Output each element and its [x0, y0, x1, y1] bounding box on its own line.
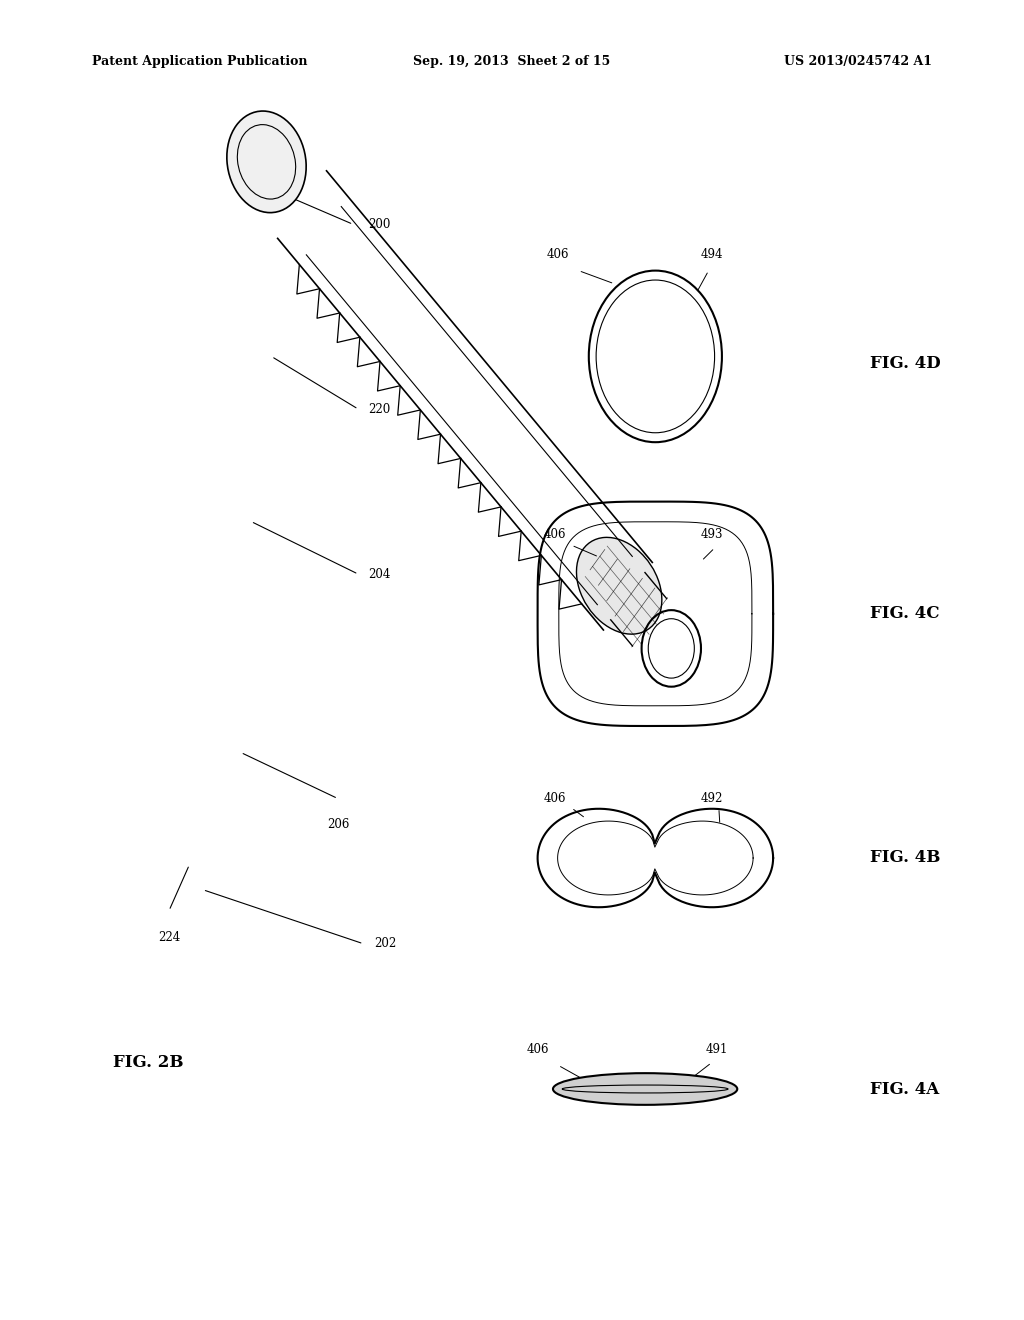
Text: US 2013/0245742 A1: US 2013/0245742 A1 — [783, 55, 932, 69]
Text: FIG. 4A: FIG. 4A — [870, 1081, 940, 1097]
Text: 492: 492 — [700, 792, 723, 805]
Text: FIG. 4B: FIG. 4B — [870, 850, 941, 866]
Text: 491: 491 — [706, 1043, 728, 1056]
Text: 406: 406 — [544, 792, 566, 805]
Text: 406: 406 — [544, 528, 566, 541]
Text: 493: 493 — [700, 528, 723, 541]
Text: 494: 494 — [700, 248, 723, 261]
Ellipse shape — [227, 111, 306, 213]
Ellipse shape — [553, 1073, 737, 1105]
Text: 224: 224 — [158, 931, 180, 944]
Text: Patent Application Publication: Patent Application Publication — [92, 55, 307, 69]
Text: Sep. 19, 2013  Sheet 2 of 15: Sep. 19, 2013 Sheet 2 of 15 — [414, 55, 610, 69]
Text: 202: 202 — [374, 937, 396, 950]
Text: 206: 206 — [328, 818, 350, 832]
Text: 406: 406 — [526, 1043, 549, 1056]
Text: FIG. 4C: FIG. 4C — [870, 606, 940, 622]
Text: 200: 200 — [369, 218, 391, 231]
Text: 406: 406 — [547, 248, 569, 261]
Text: 204: 204 — [369, 568, 391, 581]
Text: 220: 220 — [369, 403, 391, 416]
Text: FIG. 4D: FIG. 4D — [870, 355, 941, 371]
Text: FIG. 2B: FIG. 2B — [113, 1055, 183, 1071]
Ellipse shape — [577, 537, 662, 634]
